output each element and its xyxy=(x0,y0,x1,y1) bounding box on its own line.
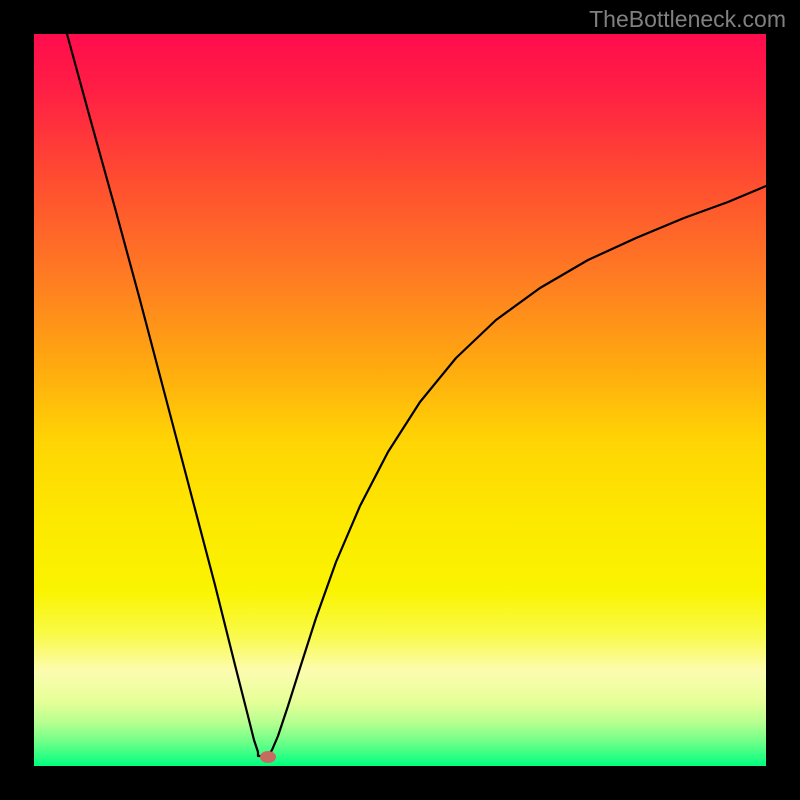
bottleneck-chart xyxy=(0,0,800,800)
optimal-point-marker xyxy=(260,751,276,763)
plot-background xyxy=(34,34,766,766)
watermark-text: TheBottleneck.com xyxy=(589,6,786,33)
chart-container: TheBottleneck.com xyxy=(0,0,800,800)
